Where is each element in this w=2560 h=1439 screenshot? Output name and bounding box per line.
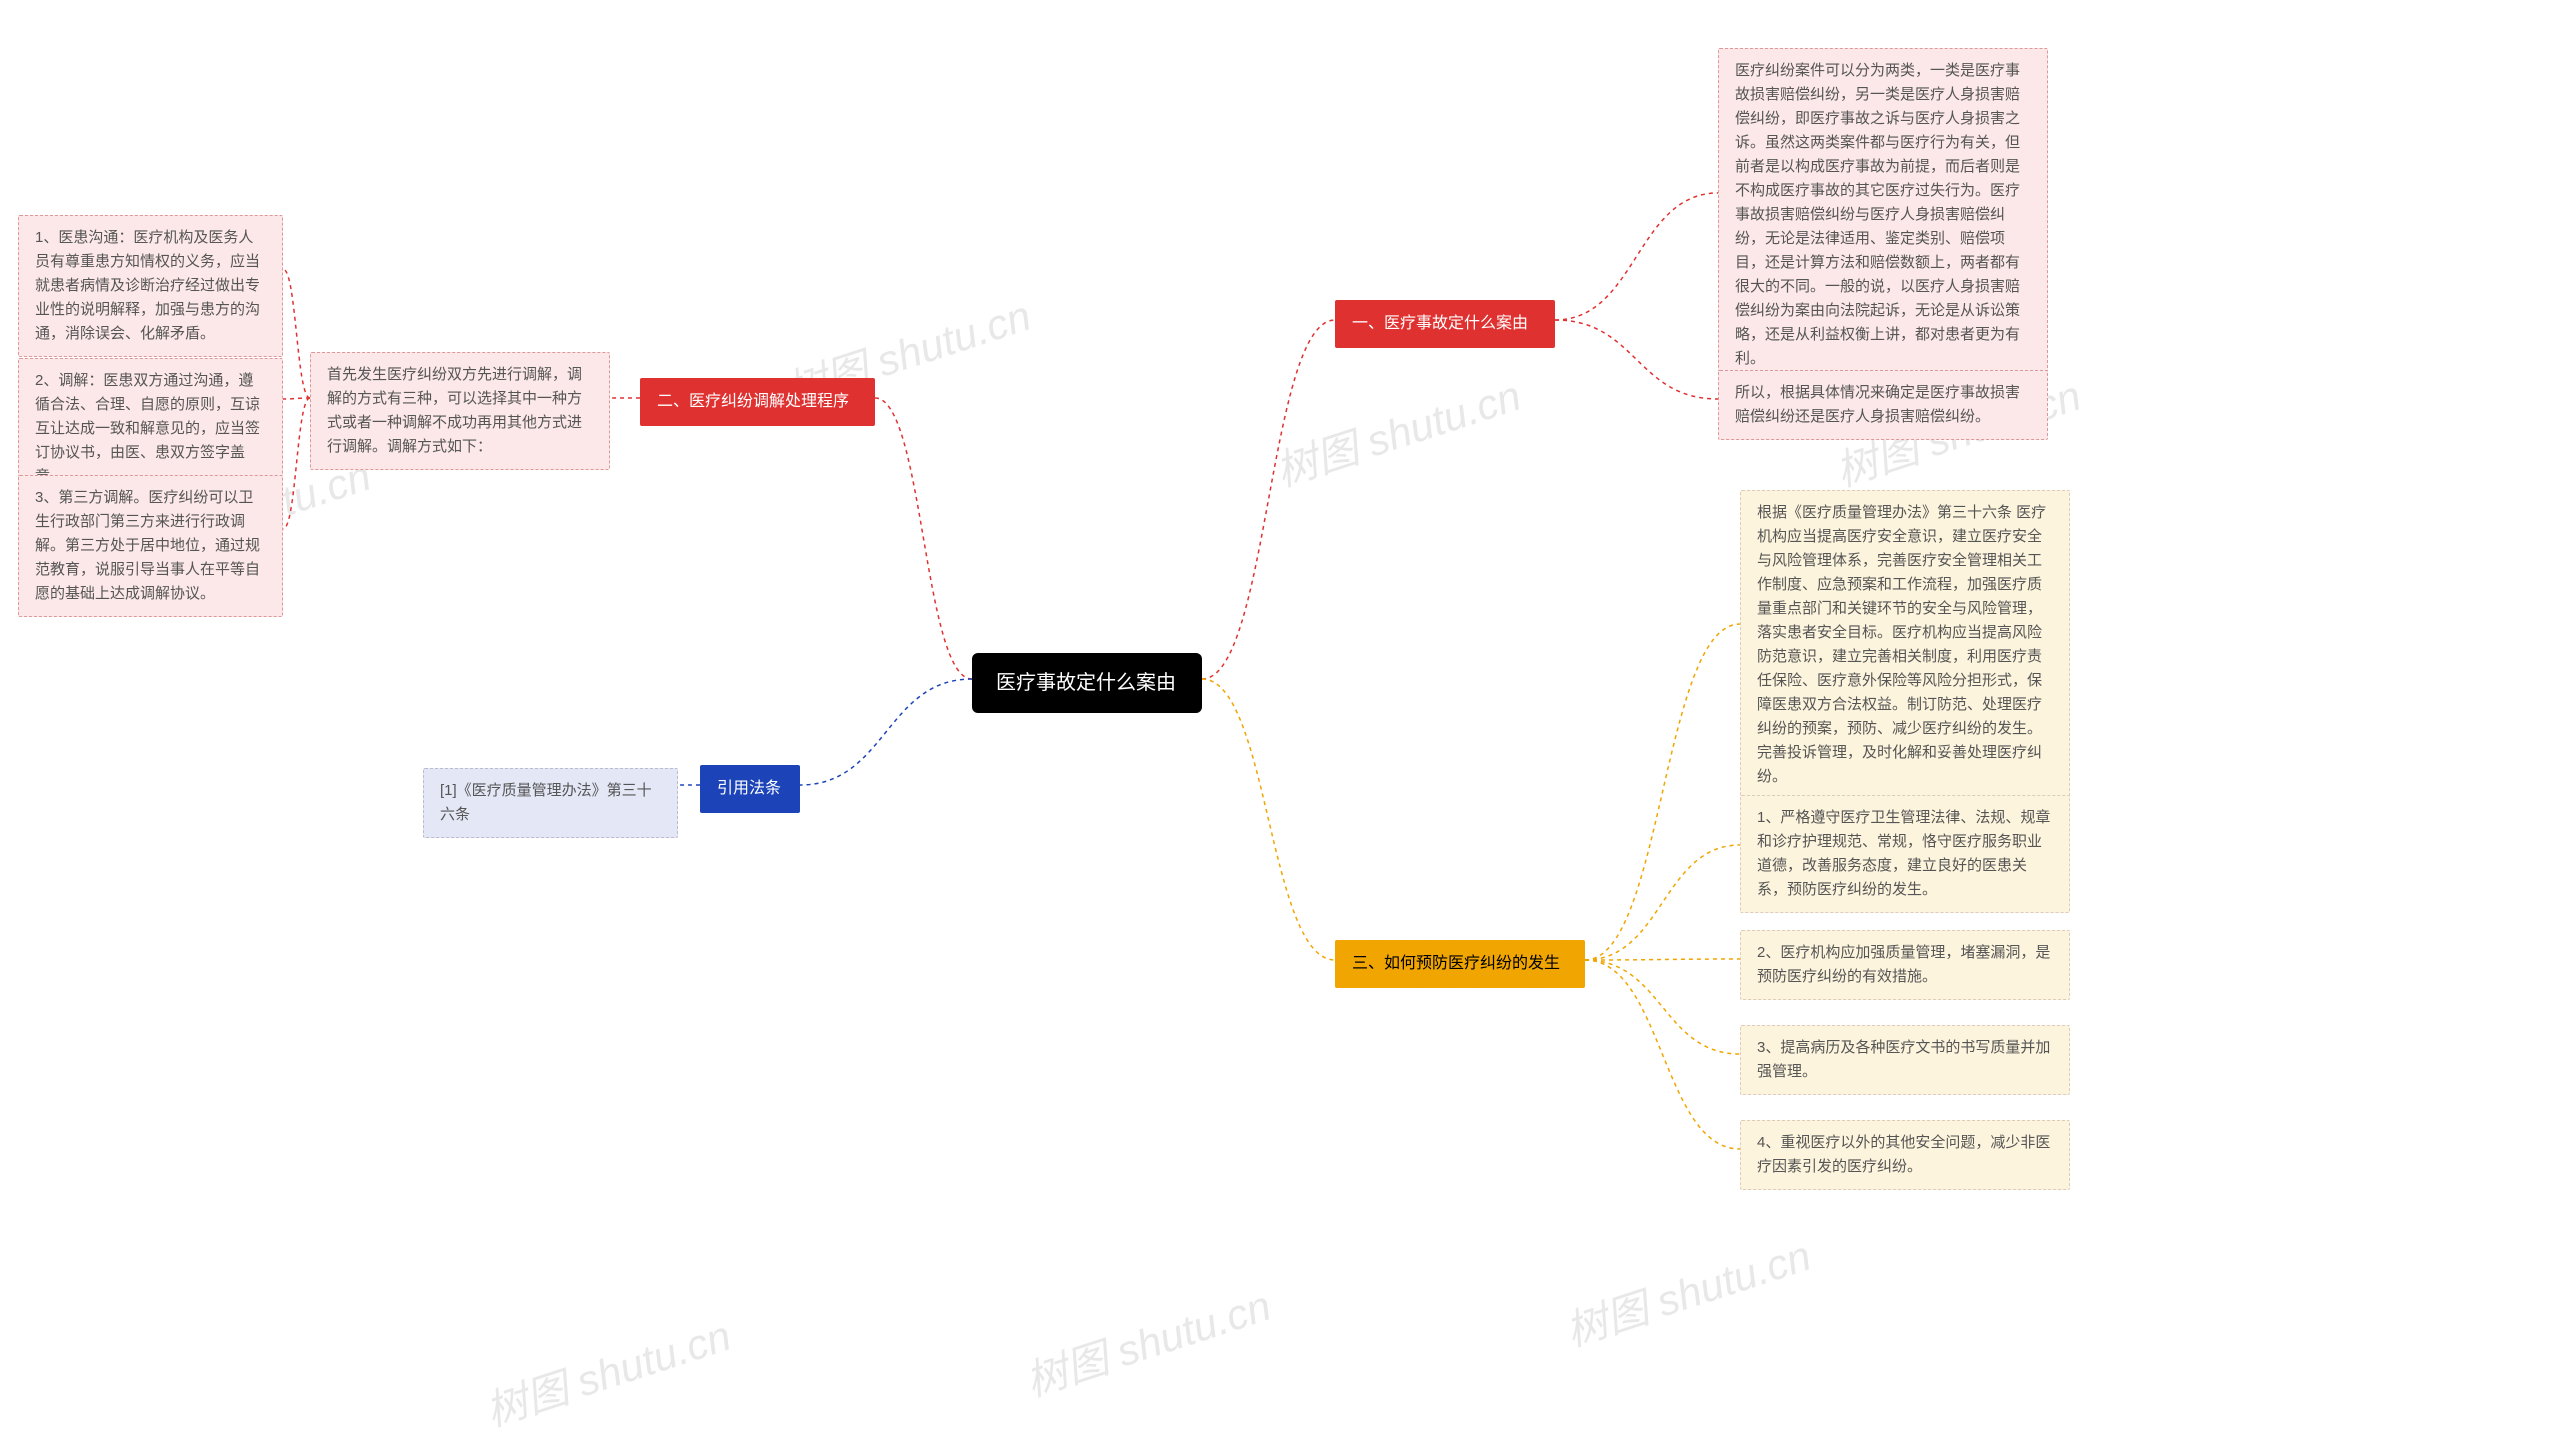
leaf-b3c5[interactable]: 4、重视医疗以外的其他安全问题，减少非医疗因素引发的医疗纠纷。 [1740,1120,2070,1190]
watermark: 树图 shutu.cn [1267,362,1528,499]
branch-4[interactable]: 引用法条 [700,765,800,813]
leaf-b3c2[interactable]: 1、严格遵守医疗卫生管理法律、法规、规章和诊疗护理规范、常规，恪守医疗服务职业道… [1740,795,2070,913]
leaf-b3c1[interactable]: 根据《医疗质量管理办法》第三十六条 医疗机构应当提高医疗安全意识，建立医疗安全与… [1740,490,2070,800]
watermark: 树图 shutu.cn [477,1302,738,1439]
watermark: 树图 shutu.cn [1017,1272,1278,1409]
leaf-b1c1[interactable]: 医疗纠纷案件可以分为两类，一类是医疗事故损害赔偿纠纷，另一类是医疗人身损害赔偿纠… [1718,48,2048,382]
branch-3[interactable]: 三、如何预防医疗纠纷的发生 [1335,940,1585,988]
leaf-b2c1[interactable]: 首先发生医疗纠纷双方先进行调解，调解的方式有三种，可以选择其中一种方式或者一种调… [310,352,610,470]
leaf-b1c2[interactable]: 所以，根据具体情况来确定是医疗事故损害赔偿纠纷还是医疗人身损害赔偿纠纷。 [1718,370,2048,440]
leaf-b4c1[interactable]: [1]《医疗质量管理办法》第三十六条 [423,768,678,838]
leaf-b2c1c[interactable]: 3、第三方调解。医疗纠纷可以卫生行政部门第三方来进行行政调解。第三方处于居中地位… [18,475,283,617]
root-node[interactable]: 医疗事故定什么案由 [972,653,1202,713]
watermark: 树图 shutu.cn [1557,1222,1818,1359]
branch-2[interactable]: 二、医疗纠纷调解处理程序 [640,378,875,426]
leaf-b3c3[interactable]: 2、医疗机构应加强质量管理，堵塞漏洞，是预防医疗纠纷的有效措施。 [1740,930,2070,1000]
branch-1[interactable]: 一、医疗事故定什么案由 [1335,300,1555,348]
connectors-layer [0,0,2560,1417]
leaf-b2c1a[interactable]: 1、医患沟通：医疗机构及医务人员有尊重患方知情权的义务，应当就患者病情及诊断治疗… [18,215,283,357]
leaf-b3c4[interactable]: 3、提高病历及各种医疗文书的书写质量并加强管理。 [1740,1025,2070,1095]
